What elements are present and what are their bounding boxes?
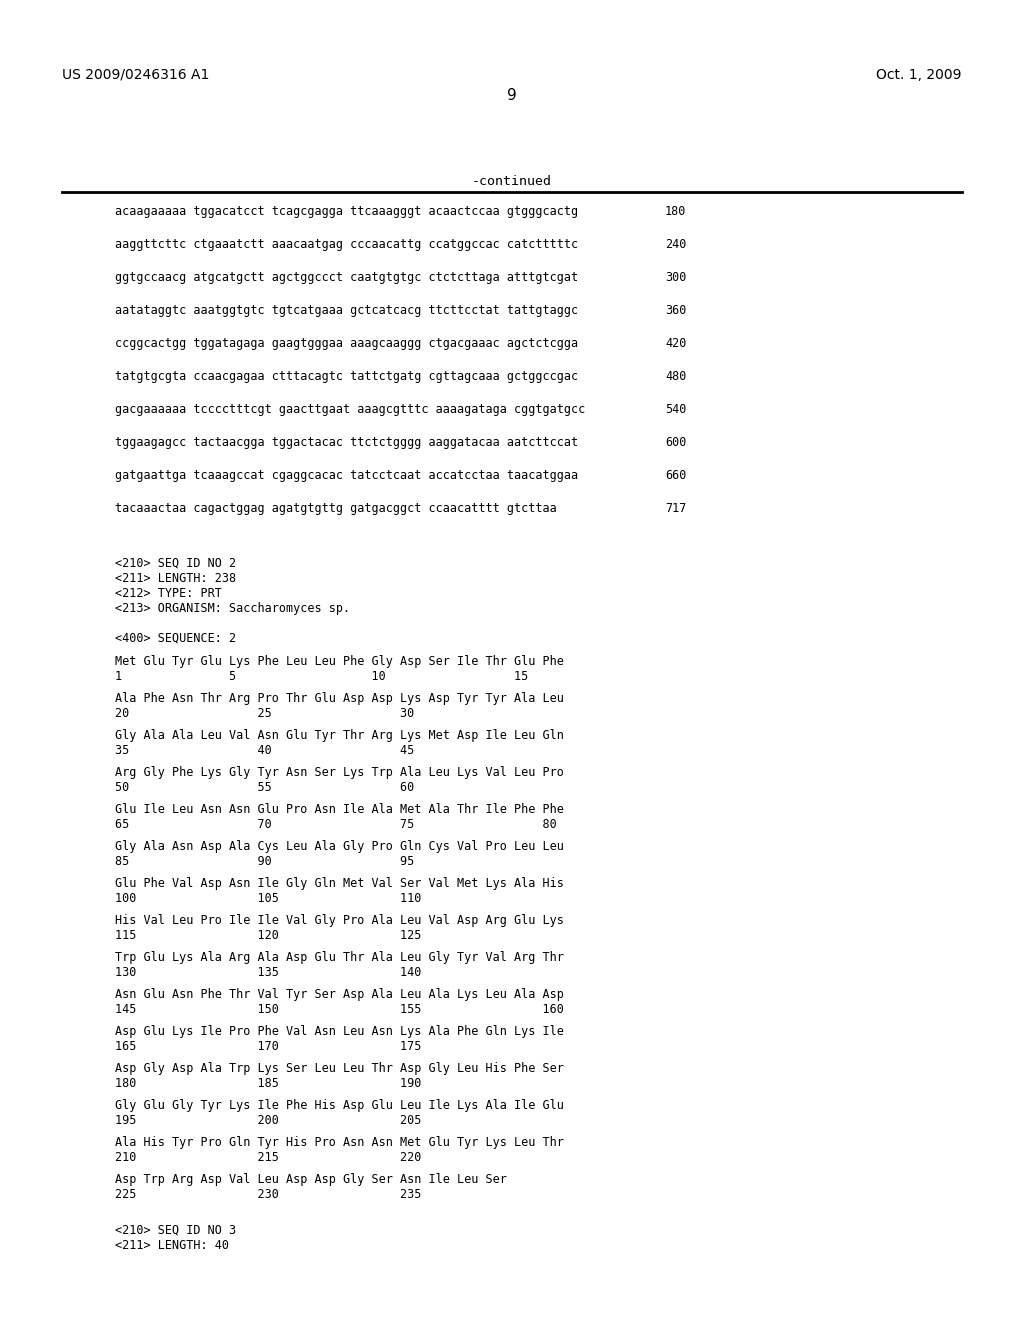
Text: 180                 185                 190: 180 185 190 bbox=[115, 1077, 421, 1090]
Text: 180: 180 bbox=[665, 205, 686, 218]
Text: <210> SEQ ID NO 3: <210> SEQ ID NO 3 bbox=[115, 1224, 237, 1237]
Text: Oct. 1, 2009: Oct. 1, 2009 bbox=[877, 69, 962, 82]
Text: Ala Phe Asn Thr Arg Pro Thr Glu Asp Asp Lys Asp Tyr Tyr Ala Leu: Ala Phe Asn Thr Arg Pro Thr Glu Asp Asp … bbox=[115, 692, 564, 705]
Text: 540: 540 bbox=[665, 403, 686, 416]
Text: <211> LENGTH: 40: <211> LENGTH: 40 bbox=[115, 1239, 229, 1251]
Text: 300: 300 bbox=[665, 271, 686, 284]
Text: Asp Trp Arg Asp Val Leu Asp Asp Gly Ser Asn Ile Leu Ser: Asp Trp Arg Asp Val Leu Asp Asp Gly Ser … bbox=[115, 1173, 507, 1185]
Text: 145                 150                 155                 160: 145 150 155 160 bbox=[115, 1003, 564, 1016]
Text: 115                 120                 125: 115 120 125 bbox=[115, 929, 421, 942]
Text: 20                  25                  30: 20 25 30 bbox=[115, 708, 415, 719]
Text: Arg Gly Phe Lys Gly Tyr Asn Ser Lys Trp Ala Leu Lys Val Leu Pro: Arg Gly Phe Lys Gly Tyr Asn Ser Lys Trp … bbox=[115, 766, 564, 779]
Text: Glu Phe Val Asp Asn Ile Gly Gln Met Val Ser Val Met Lys Ala His: Glu Phe Val Asp Asn Ile Gly Gln Met Val … bbox=[115, 876, 564, 890]
Text: 9: 9 bbox=[507, 88, 517, 103]
Text: Asp Glu Lys Ile Pro Phe Val Asn Leu Asn Lys Ala Phe Gln Lys Ile: Asp Glu Lys Ile Pro Phe Val Asn Leu Asn … bbox=[115, 1026, 564, 1038]
Text: Glu Ile Leu Asn Asn Glu Pro Asn Ile Ala Met Ala Thr Ile Phe Phe: Glu Ile Leu Asn Asn Glu Pro Asn Ile Ala … bbox=[115, 803, 564, 816]
Text: -continued: -continued bbox=[472, 176, 552, 187]
Text: 130                 135                 140: 130 135 140 bbox=[115, 966, 421, 979]
Text: aaggttcttc ctgaaatctt aaacaatgag cccaacattg ccatggccac catctttttc: aaggttcttc ctgaaatctt aaacaatgag cccaaca… bbox=[115, 238, 579, 251]
Text: US 2009/0246316 A1: US 2009/0246316 A1 bbox=[62, 69, 209, 82]
Text: gatgaattga tcaaagccat cgaggcacac tatcctcaat accatcctaa taacatggaa: gatgaattga tcaaagccat cgaggcacac tatcctc… bbox=[115, 469, 579, 482]
Text: 195                 200                 205: 195 200 205 bbox=[115, 1114, 421, 1127]
Text: tacaaactaa cagactggag agatgtgttg gatgacggct ccaacatttt gtcttaa: tacaaactaa cagactggag agatgtgttg gatgacg… bbox=[115, 502, 557, 515]
Text: 240: 240 bbox=[665, 238, 686, 251]
Text: 50                  55                  60: 50 55 60 bbox=[115, 781, 415, 795]
Text: gacgaaaaaa tcccctttcgt gaacttgaat aaagcgtttc aaaagataga cggtgatgcc: gacgaaaaaa tcccctttcgt gaacttgaat aaagcg… bbox=[115, 403, 586, 416]
Text: <211> LENGTH: 238: <211> LENGTH: 238 bbox=[115, 572, 237, 585]
Text: 420: 420 bbox=[665, 337, 686, 350]
Text: 225                 230                 235: 225 230 235 bbox=[115, 1188, 421, 1201]
Text: 1               5                   10                  15: 1 5 10 15 bbox=[115, 671, 528, 682]
Text: Trp Glu Lys Ala Arg Ala Asp Glu Thr Ala Leu Gly Tyr Val Arg Thr: Trp Glu Lys Ala Arg Ala Asp Glu Thr Ala … bbox=[115, 950, 564, 964]
Text: 35                  40                  45: 35 40 45 bbox=[115, 744, 415, 756]
Text: <212> TYPE: PRT: <212> TYPE: PRT bbox=[115, 587, 222, 601]
Text: Met Glu Tyr Glu Lys Phe Leu Leu Phe Gly Asp Ser Ile Thr Glu Phe: Met Glu Tyr Glu Lys Phe Leu Leu Phe Gly … bbox=[115, 655, 564, 668]
Text: <210> SEQ ID NO 2: <210> SEQ ID NO 2 bbox=[115, 557, 237, 570]
Text: 210                 215                 220: 210 215 220 bbox=[115, 1151, 421, 1164]
Text: ggtgccaacg atgcatgctt agctggccct caatgtgtgc ctctcttaga atttgtcgat: ggtgccaacg atgcatgctt agctggccct caatgtg… bbox=[115, 271, 579, 284]
Text: <213> ORGANISM: Saccharomyces sp.: <213> ORGANISM: Saccharomyces sp. bbox=[115, 602, 350, 615]
Text: acaagaaaaa tggacatcct tcagcgagga ttcaaagggt acaactccaa gtgggcactg: acaagaaaaa tggacatcct tcagcgagga ttcaaag… bbox=[115, 205, 579, 218]
Text: 660: 660 bbox=[665, 469, 686, 482]
Text: Asn Glu Asn Phe Thr Val Tyr Ser Asp Ala Leu Ala Lys Leu Ala Asp: Asn Glu Asn Phe Thr Val Tyr Ser Asp Ala … bbox=[115, 987, 564, 1001]
Text: Gly Ala Asn Asp Ala Cys Leu Ala Gly Pro Gln Cys Val Pro Leu Leu: Gly Ala Asn Asp Ala Cys Leu Ala Gly Pro … bbox=[115, 840, 564, 853]
Text: tggaagagcc tactaacgga tggactacac ttctctgggg aaggatacaa aatcttccat: tggaagagcc tactaacgga tggactacac ttctctg… bbox=[115, 436, 579, 449]
Text: 85                  90                  95: 85 90 95 bbox=[115, 855, 415, 869]
Text: 717: 717 bbox=[665, 502, 686, 515]
Text: His Val Leu Pro Ile Ile Val Gly Pro Ala Leu Val Asp Arg Glu Lys: His Val Leu Pro Ile Ile Val Gly Pro Ala … bbox=[115, 913, 564, 927]
Text: 100                 105                 110: 100 105 110 bbox=[115, 892, 421, 906]
Text: <400> SEQUENCE: 2: <400> SEQUENCE: 2 bbox=[115, 632, 237, 645]
Text: tatgtgcgta ccaacgagaa ctttacagtc tattctgatg cgttagcaaa gctggccgac: tatgtgcgta ccaacgagaa ctttacagtc tattctg… bbox=[115, 370, 579, 383]
Text: 480: 480 bbox=[665, 370, 686, 383]
Text: 65                  70                  75                  80: 65 70 75 80 bbox=[115, 818, 557, 832]
Text: Ala His Tyr Pro Gln Tyr His Pro Asn Asn Met Glu Tyr Lys Leu Thr: Ala His Tyr Pro Gln Tyr His Pro Asn Asn … bbox=[115, 1137, 564, 1148]
Text: 600: 600 bbox=[665, 436, 686, 449]
Text: 360: 360 bbox=[665, 304, 686, 317]
Text: Gly Glu Gly Tyr Lys Ile Phe His Asp Glu Leu Ile Lys Ala Ile Glu: Gly Glu Gly Tyr Lys Ile Phe His Asp Glu … bbox=[115, 1100, 564, 1111]
Text: Asp Gly Asp Ala Trp Lys Ser Leu Leu Thr Asp Gly Leu His Phe Ser: Asp Gly Asp Ala Trp Lys Ser Leu Leu Thr … bbox=[115, 1063, 564, 1074]
Text: ccggcactgg tggatagaga gaagtgggaa aaagcaaggg ctgacgaaac agctctcgga: ccggcactgg tggatagaga gaagtgggaa aaagcaa… bbox=[115, 337, 579, 350]
Text: Gly Ala Ala Leu Val Asn Glu Tyr Thr Arg Lys Met Asp Ile Leu Gln: Gly Ala Ala Leu Val Asn Glu Tyr Thr Arg … bbox=[115, 729, 564, 742]
Text: aatataggtc aaatggtgtc tgtcatgaaa gctcatcacg ttcttcctat tattgtaggc: aatataggtc aaatggtgtc tgtcatgaaa gctcatc… bbox=[115, 304, 579, 317]
Text: 165                 170                 175: 165 170 175 bbox=[115, 1040, 421, 1053]
